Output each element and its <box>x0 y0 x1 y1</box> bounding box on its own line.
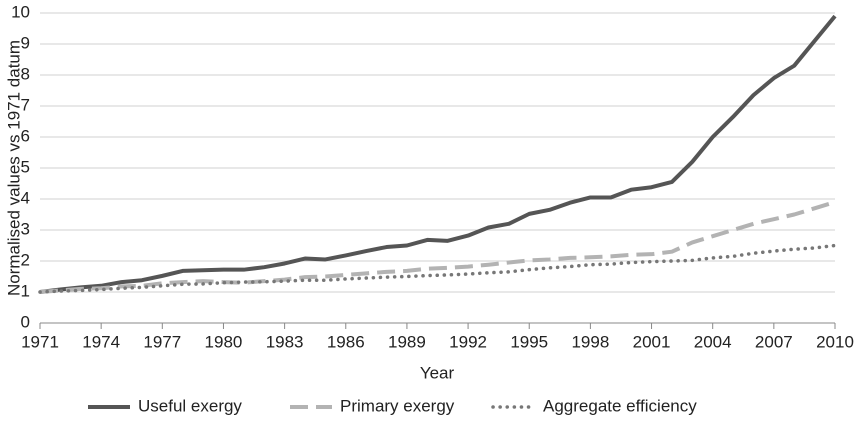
legend-label: Primary exergy <box>340 396 455 415</box>
series-line <box>38 243 837 294</box>
y-tick-label: 5 <box>21 157 30 176</box>
y-axis-label: Normalised values vs 1971 datum <box>4 40 23 296</box>
x-tick-label: 2004 <box>694 332 732 351</box>
series-line <box>39 200 836 294</box>
x-tick-label: 1995 <box>510 332 548 351</box>
y-tick-label: 10 <box>11 2 30 21</box>
x-tick-label: 1977 <box>143 332 181 351</box>
x-tick-label: 1989 <box>388 332 426 351</box>
y-tick-label: 2 <box>21 250 30 269</box>
y-tick-label: 7 <box>21 95 30 114</box>
y-tick-label: 0 <box>21 312 30 331</box>
x-tick-label: 1971 <box>21 332 59 351</box>
x-tick-label: 1983 <box>266 332 304 351</box>
legend-label: Useful exergy <box>138 396 242 415</box>
legend-label: Aggregate efficiency <box>543 396 697 415</box>
x-tick-label: 2001 <box>633 332 671 351</box>
x-tick-label: 1974 <box>82 332 120 351</box>
x-tick-label: 1986 <box>327 332 365 351</box>
y-tick-label: 3 <box>21 219 30 238</box>
x-axis-label: Year <box>420 363 455 382</box>
x-tick-label: 1998 <box>571 332 609 351</box>
x-tick-label: 1980 <box>205 332 243 351</box>
y-tick-label: 4 <box>21 188 30 207</box>
y-tick-label: 9 <box>21 33 30 52</box>
y-tick-label: 1 <box>21 281 30 300</box>
x-tick-label: 1992 <box>449 332 487 351</box>
x-tick-label: 2007 <box>755 332 793 351</box>
y-tick-label: 6 <box>21 126 30 145</box>
y-tick-label: 8 <box>21 64 30 83</box>
x-tick-label: 2010 <box>816 332 854 351</box>
series-line <box>39 14 837 294</box>
